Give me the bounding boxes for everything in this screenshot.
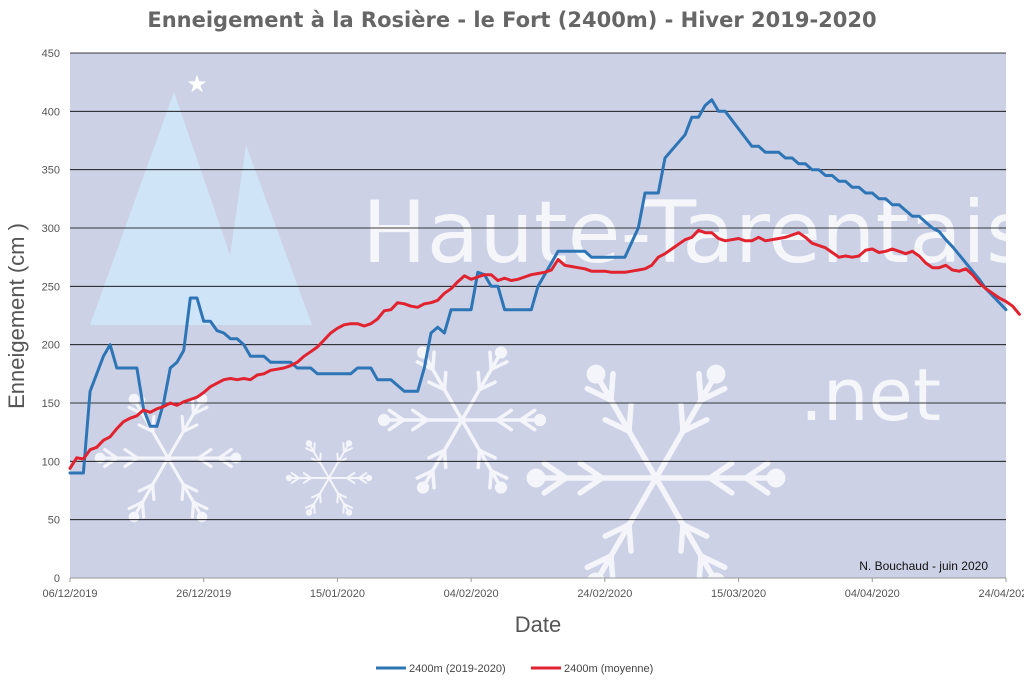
y-tick-label: 50 — [48, 515, 60, 527]
series-line-2 — [68, 228, 1021, 470]
watermark-text-net: .net — [800, 353, 941, 437]
watermark-snowflakes — [94, 346, 786, 592]
x-tick-label: 04/04/2020 — [845, 588, 900, 600]
y-axis-title: Enneigement (cm ) — [4, 223, 29, 409]
author-credit: N. Bouchaud - juin 2020 — [859, 559, 988, 573]
x-tick-label: 15/01/2020 — [310, 588, 365, 600]
snowflake-icon — [285, 440, 373, 516]
chart-title: Enneigement à la Rosière - le Fort (2400… — [147, 8, 876, 32]
watermark-mountain-left — [90, 92, 254, 325]
series-line-1 — [68, 98, 1008, 475]
watermark-mountain-right — [220, 145, 312, 325]
y-tick-label: 200 — [42, 340, 60, 352]
watermark-star-icon: ★ — [186, 71, 208, 98]
x-tick-label: 06/12/2019 — [42, 588, 97, 600]
y-tick-label: 100 — [42, 456, 60, 468]
grid-lines — [70, 52, 1006, 579]
series-lines — [68, 98, 1021, 475]
y-tick-label: 0 — [54, 573, 60, 585]
watermark: ★ Haute-Tarentaise .net — [90, 71, 1024, 592]
y-tick-label: 350 — [42, 165, 60, 177]
y-tick-label: 250 — [42, 281, 60, 293]
y-tick-label: 400 — [42, 106, 60, 118]
x-axis-title: Date — [515, 612, 561, 637]
x-tick-labels: 06/12/2019 26/12/2019 15/01/2020 04/02/2020… — [42, 578, 1024, 600]
x-tick-label: 04/02/2020 — [444, 588, 499, 600]
y-tick-labels: 0 50 100 150 200 250 300 350 400 450 — [42, 48, 60, 585]
watermark-text-main: Haute-Tarentaise — [362, 183, 1024, 283]
y-tick-label: 150 — [42, 398, 60, 410]
legend-label-2: 2400m (moyenne) — [564, 663, 653, 675]
legend-label-1: 2400m (2019-2020) — [409, 663, 506, 675]
x-tick-label: 24/04/2020 — [978, 588, 1024, 600]
legend: 2400m (2019-2020) 2400m (moyenne) — [376, 663, 653, 675]
y-tick-label: 450 — [42, 48, 60, 60]
x-tick-label: 26/12/2019 — [176, 588, 231, 600]
x-tick-label: 15/03/2020 — [711, 588, 766, 600]
x-tick-label: 24/02/2020 — [577, 588, 632, 600]
y-tick-label: 300 — [42, 223, 60, 235]
